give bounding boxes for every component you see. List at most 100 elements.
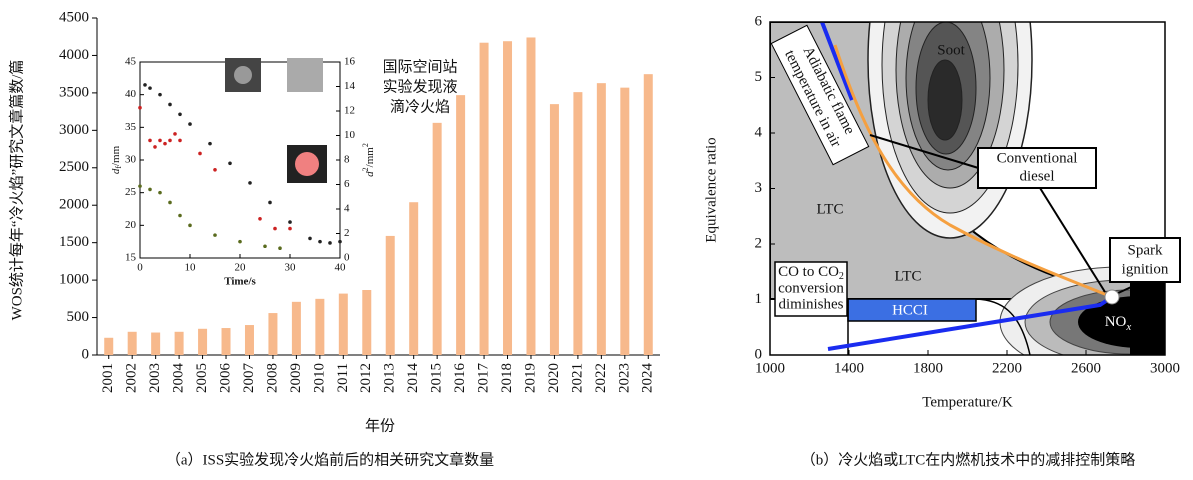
y-tick-label: 20 (125, 219, 137, 231)
data-point (278, 246, 282, 250)
ylabel-part: /mm (110, 145, 122, 166)
y2-tick-label: 2 (344, 227, 350, 239)
y-tick-label: 1 (755, 291, 763, 307)
y2label-part: 2 (361, 143, 370, 147)
x-tick-label: 2023 (616, 363, 632, 393)
y2-tick-label: 8 (344, 154, 350, 166)
bar (456, 95, 466, 355)
y2-tick-label: 16 (344, 56, 356, 68)
label-box (774, 261, 848, 317)
data-point (158, 92, 162, 97)
y2label-part: 2 (361, 167, 370, 171)
bar (573, 92, 583, 355)
bar (315, 298, 325, 355)
y2-tick-label: 12 (344, 105, 355, 117)
data-point (238, 239, 242, 244)
thumbnail (287, 58, 323, 92)
bar (104, 337, 114, 355)
x-tick-label: 2016 (452, 363, 468, 394)
y-tick-label: 2 (755, 235, 763, 251)
x-tick-label: 30 (285, 262, 297, 274)
y-tick-label: 5 (755, 69, 763, 85)
bar (338, 293, 348, 355)
annotation: 滴冷火焰 (390, 97, 450, 115)
bar (409, 202, 419, 355)
y-tick-label: 1500 (59, 234, 89, 250)
data-point (288, 226, 292, 231)
x-tick-label: 2015 (429, 363, 445, 393)
y2-tick-label: 10 (344, 129, 356, 141)
thumbnail-flame (295, 152, 319, 176)
bar (432, 122, 442, 355)
y-tick-label: 3 (755, 180, 763, 196)
x-tick-label: 2010 (311, 363, 327, 393)
y-tick-label: 45 (125, 56, 137, 68)
data-point (168, 200, 172, 205)
y2label-part: /mm (364, 147, 376, 168)
data-point (178, 138, 182, 143)
y2-tick-label: 4 (344, 203, 350, 215)
co-sub: 2 (839, 271, 844, 282)
bar (174, 331, 184, 355)
y-tick-label: 15 (125, 252, 137, 264)
bar (151, 332, 161, 355)
co-label: diminishes (778, 296, 843, 312)
data-point (318, 239, 322, 244)
ltc-label: LTC (817, 201, 844, 217)
y-tick-label: 500 (67, 309, 90, 325)
data-point (198, 151, 202, 156)
label-box (1109, 237, 1181, 283)
x-tick-label: 2002 (124, 363, 140, 393)
y2label-part: d (364, 171, 376, 177)
x-tick-label: 2011 (335, 363, 351, 392)
ltc-label: LTC (895, 268, 922, 284)
data-point (338, 239, 342, 244)
bar (479, 42, 489, 356)
x-tick-label: 2018 (499, 363, 515, 393)
data-point (228, 161, 232, 166)
y-tick-label: 6 (755, 13, 763, 29)
y2-tick-label: 6 (344, 178, 350, 190)
data-point (138, 184, 142, 188)
y-tick-label: 1000 (59, 272, 89, 288)
bar (596, 83, 606, 356)
x-tick-label: 0 (137, 262, 143, 274)
y-tick-label: 3000 (59, 122, 89, 138)
y-tick-label: 35 (125, 121, 137, 133)
co-label: CO to CO2 (778, 264, 844, 282)
y-tick-label: 40 (125, 88, 137, 100)
bar (198, 328, 208, 355)
data-point (328, 241, 332, 245)
y-tick-label: 2500 (59, 159, 89, 175)
x-tick-label: 3000 (1150, 360, 1180, 376)
x-axis-label: 年份 (365, 417, 395, 434)
data-point (173, 132, 177, 136)
y-tick-label: 0 (82, 346, 90, 362)
y-tick-label: 30 (125, 154, 137, 166)
y2-tick-label: 14 (344, 80, 356, 92)
y-axis-label: Equivalence ratio (703, 137, 719, 242)
ylabel: df/mm (110, 145, 123, 174)
y2label: d2/mm2 (361, 143, 376, 177)
y-tick-label: 4500 (59, 9, 89, 25)
data-point (148, 187, 152, 192)
data-point (308, 236, 312, 241)
bar (127, 331, 137, 355)
annotation: 实验发现液 (382, 78, 457, 95)
x-tick-label: 2024 (640, 363, 656, 394)
data-point (213, 168, 217, 172)
bar (503, 41, 513, 356)
data-point (188, 122, 192, 126)
data-point (213, 233, 217, 237)
contour-map (770, 22, 1165, 355)
thumbnail-drop (234, 66, 252, 84)
data-point (273, 226, 277, 231)
x-tick-label: 2013 (382, 363, 398, 393)
bar (362, 280, 372, 355)
annotation: 国际空间站 (382, 58, 457, 75)
ylabel-part: f (114, 166, 123, 169)
data-point (168, 102, 172, 107)
data-point (158, 138, 162, 143)
label-box (977, 147, 1097, 189)
